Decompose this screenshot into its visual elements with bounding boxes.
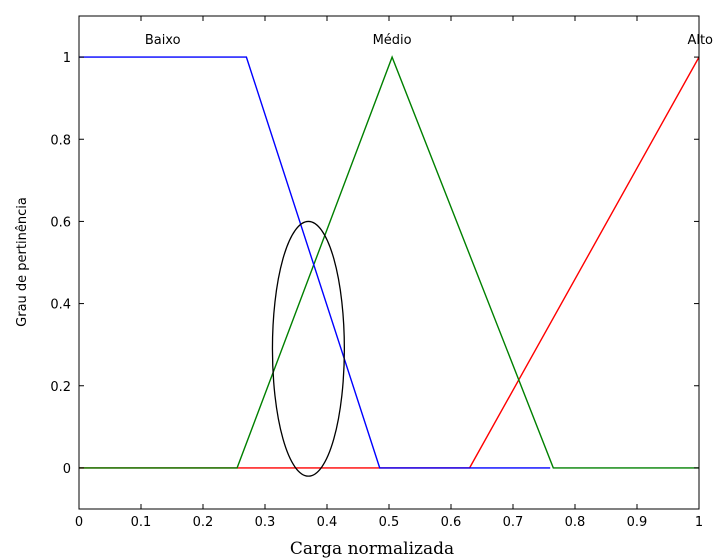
mf-label-alto: Alto bbox=[687, 33, 713, 48]
membership-label-layer: Baixo Médio Alto bbox=[145, 33, 713, 48]
mf-label-medio: Médio bbox=[373, 33, 412, 48]
y-tick-label: 0.8 bbox=[50, 133, 71, 148]
series-line-medio bbox=[79, 55, 699, 469]
series-layer bbox=[79, 55, 700, 469]
mf-label-baixo: Baixo bbox=[145, 33, 181, 48]
y-axis-label: Grau de pertinência bbox=[15, 197, 30, 327]
x-tick-label: 0.6 bbox=[441, 515, 462, 530]
x-tick-label: 0.4 bbox=[317, 515, 338, 530]
y-axis-ticks: 0 0.2 0.4 0.6 0.8 1 bbox=[50, 51, 699, 477]
y-tick-label: 0.2 bbox=[50, 380, 71, 395]
x-tick-label: 0.2 bbox=[193, 515, 214, 530]
annotation-layer bbox=[271, 220, 346, 477]
x-tick-label: 0 bbox=[75, 515, 83, 530]
x-axis-ticks: 0 0.1 0.2 0.3 0.4 0.5 0.6 0.7 0.8 0.9 1 bbox=[75, 16, 703, 530]
x-tick-label: 0.9 bbox=[627, 515, 648, 530]
y-tick-label: 0.4 bbox=[50, 298, 71, 313]
annotation-ellipse bbox=[271, 220, 346, 477]
y-tick-label: 0.6 bbox=[50, 215, 71, 230]
x-tick-label: 1 bbox=[695, 515, 703, 530]
y-tick-label: 0 bbox=[63, 462, 71, 477]
x-tick-label: 0.7 bbox=[503, 515, 524, 530]
x-tick-label: 0.3 bbox=[255, 515, 276, 530]
series-line-baixo bbox=[79, 56, 551, 469]
x-tick-label: 0.8 bbox=[565, 515, 586, 530]
x-tick-label: 0.5 bbox=[379, 515, 400, 530]
x-tick-label: 0.1 bbox=[131, 515, 152, 530]
y-tick-label: 1 bbox=[63, 51, 71, 66]
x-axis-label: Carga normalizada bbox=[290, 539, 454, 559]
